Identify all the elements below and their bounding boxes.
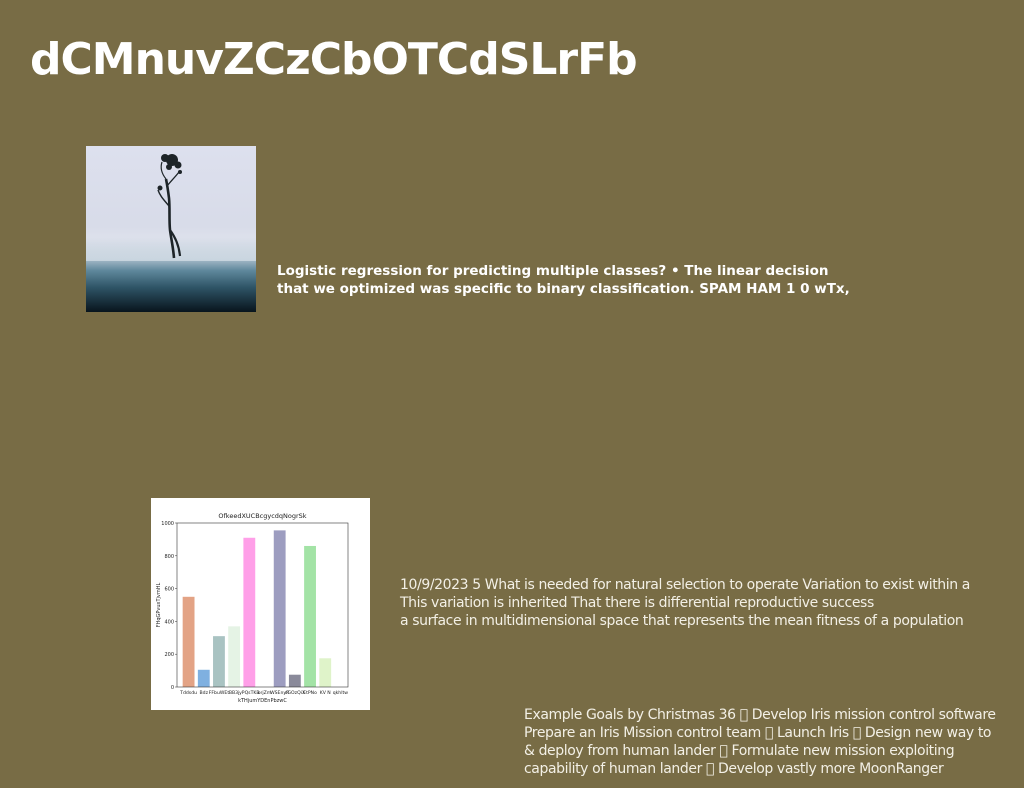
x-tick-label: EtPNo <box>303 690 317 696</box>
y-tick-label: 1000 <box>161 521 174 527</box>
paragraph-line: 10/9/2023 5 What is needed for natural s… <box>400 577 970 593</box>
bar-chart-svg: OfkeedXUCBcgycdqNogrSk 0 200 400 600 800 1000 T… <box>156 512 349 704</box>
x-tick-label: Bdz <box>200 690 209 696</box>
bold-line: that we optimized was specific to binary… <box>277 281 850 297</box>
chart-bar <box>288 674 301 687</box>
page-title: dCMnuvZCzCbOTCdSLrFb <box>30 34 638 85</box>
x-tick-label: FFbuWEt <box>209 690 230 696</box>
x-tick-label: qkhltw <box>333 690 349 696</box>
chart-bar <box>319 658 332 687</box>
x-tick-label: dGOzQiX <box>285 690 306 696</box>
y-tick-label: 800 <box>164 554 174 560</box>
y-tick-label: 400 <box>164 619 174 625</box>
y-tick-label: 0 <box>171 685 174 691</box>
chart-bar <box>213 636 225 687</box>
bold-line: Logistic regression for predicting multi… <box>277 263 829 279</box>
chart-title: OfkeedXUCBcgycdqNogrSk <box>218 512 306 520</box>
misty-tree-photo-icon <box>86 146 256 312</box>
x-tick-label: orjZm <box>258 690 272 696</box>
paragraph-line: a surface in multidimensional space that… <box>400 613 964 629</box>
x-tick-label: yPQsTKB <box>239 690 259 696</box>
x-tick-label: Tddsdu <box>179 690 197 696</box>
bar-chart: OfkeedXUCBcgycdqNogrSk 0 200 400 600 800 1000 T… <box>151 498 370 710</box>
bold-paragraph: Logistic regression for predicting multi… <box>277 262 917 298</box>
x-tick-label: WSEnyR <box>270 690 290 696</box>
y-tick-label: 200 <box>164 652 174 658</box>
paragraph-line: Prepare an Iris Mission control team   L… <box>524 725 992 741</box>
goals-paragraph: Example Goals by Christmas 36   Develop … <box>524 706 996 778</box>
paragraph-line: This variation is inherited That there i… <box>400 595 874 611</box>
natural-selection-paragraph: 10/9/2023 5 What is needed for natural s… <box>400 576 970 630</box>
chart-bar <box>228 626 241 687</box>
y-tick-label: 600 <box>164 587 174 593</box>
chart-bar <box>304 545 316 687</box>
x-tick-label: KV N <box>320 690 331 696</box>
chart-bar <box>197 669 210 687</box>
chart-bar <box>243 537 256 687</box>
chart-bar <box>273 530 286 687</box>
paragraph-line: Example Goals by Christmas 36   Develop … <box>524 707 996 723</box>
x-axis-label: kTHjumYDEnPbzwC <box>238 698 287 704</box>
x-tick-label: BB3j <box>229 690 240 696</box>
tree-photo <box>86 146 256 312</box>
y-axis-label: FHqGPvuxTjvmHL <box>156 582 162 627</box>
chart-bar <box>182 596 195 687</box>
paragraph-line: & deploy from human lander   Formulate n… <box>524 743 955 759</box>
paragraph-line: capability of human lander   Develop vas… <box>524 761 944 777</box>
plot-frame <box>176 522 349 688</box>
